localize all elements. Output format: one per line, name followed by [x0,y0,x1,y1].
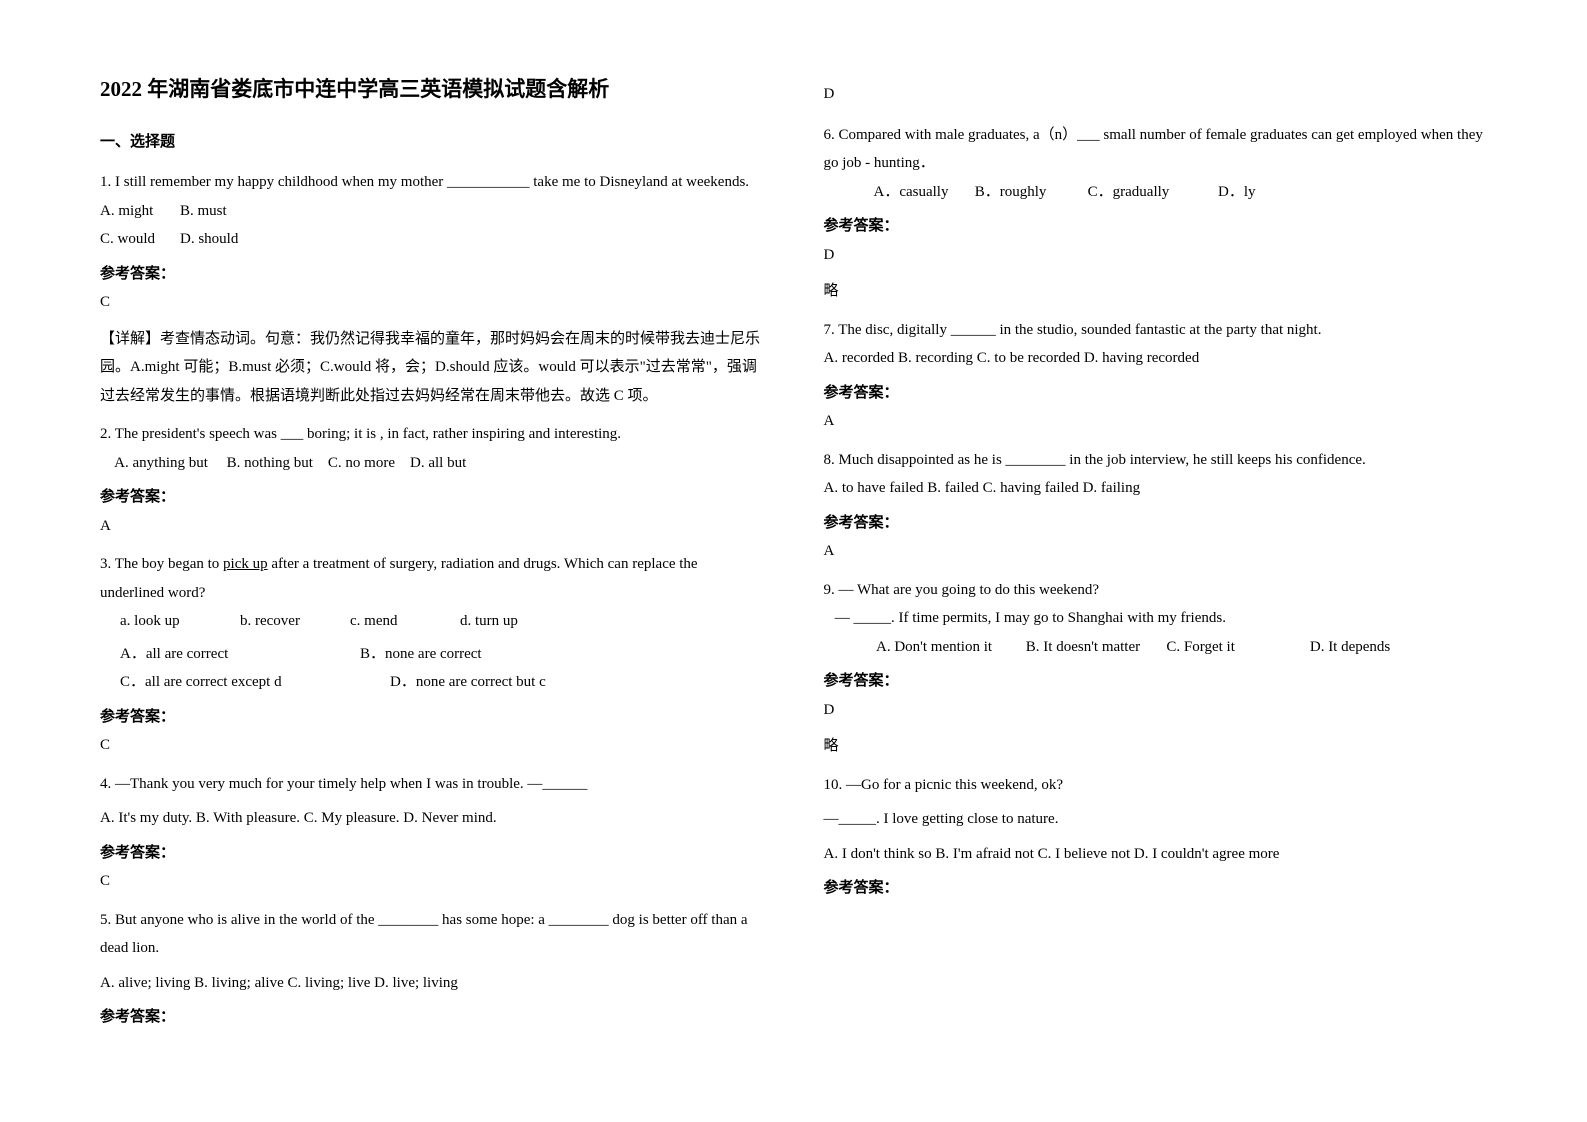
answer-label: 参考答案： [824,874,1488,903]
option-cc: C．all are correct except d [120,668,390,697]
question-2: 2. The president's speech was ___ boring… [100,420,764,540]
answer-label: 参考答案： [824,379,1488,408]
question-8: 8. Much disappointed as he is ________ i… [824,446,1488,566]
answer-label: 参考答案： [100,483,764,512]
answer-value: D [824,696,1488,725]
question-text: 7. The disc, digitally ______ in the stu… [824,316,1488,345]
answer-value: A [100,512,764,541]
option-d: d. turn up [460,607,518,636]
question-text: 1. I still remember my happy childhood w… [100,168,764,197]
answer-value: C [100,731,764,760]
note: 略 [824,277,1488,306]
answer-value: D [824,241,1488,270]
question-text: 4. —Thank you very much for your timely … [100,770,764,799]
answer-value: C [100,288,764,317]
question-10: 10. —Go for a picnic this weekend, ok? —… [824,771,1488,903]
option-a: a. look up [120,607,240,636]
options: A. anything but B. nothing but C. no mor… [100,449,764,478]
answer-value: A [824,407,1488,436]
answer-label: 参考答案： [100,839,764,868]
question-9: 9. — What are you going to do this weeke… [824,576,1488,761]
question-text2: — _____. If time permits, I may go to Sh… [824,604,1488,633]
option-d: D. should [180,225,238,254]
answer-value: A [824,537,1488,566]
option-aa: A．all are correct [120,640,360,669]
option-bb: B．none are correct [360,640,482,669]
answer-label: 参考答案： [100,703,764,732]
question-text: 6. Compared with male graduates, a（n）___… [824,121,1488,178]
question-text: 9. — What are you going to do this weeke… [824,576,1488,605]
question-7: 7. The disc, digitally ______ in the stu… [824,316,1488,436]
answer-value: C [100,867,764,896]
option-c: c. mend [350,607,460,636]
section-header: 一、选择题 [100,128,764,157]
question-text: 10. —Go for a picnic this weekend, ok? [824,771,1488,800]
option-b: B. must [180,197,227,226]
answer-label: 参考答案： [824,509,1488,538]
right-column: D 6. Compared with male graduates, a（n）_… [824,70,1488,1042]
option-c: C. would [100,225,180,254]
question-6: 6. Compared with male graduates, a（n）___… [824,121,1488,306]
question-3: 3. The boy began to pick up after a trea… [100,550,764,760]
question-1: 1. I still remember my happy childhood w… [100,168,764,410]
answer-value: D [824,80,1488,109]
question-text: 2. The president's speech was ___ boring… [100,420,764,449]
answer-label: 参考答案： [100,260,764,289]
explanation: 【详解】考查情态动词。句意：我仍然记得我幸福的童年，那时妈妈会在周末的时候带我去… [100,325,764,411]
options: A. recorded B. recording C. to be record… [824,344,1488,373]
question-text2: —_____. I love getting close to nature. [824,805,1488,834]
left-column: 2022 年湖南省娄底市中连中学高三英语模拟试题含解析 一、选择题 1. I s… [100,70,764,1042]
question-text: 5. But anyone who is alive in the world … [100,906,764,963]
note: 略 [824,732,1488,761]
page-title: 2022 年湖南省娄底市中连中学高三英语模拟试题含解析 [100,70,764,110]
option-a: A. might [100,197,180,226]
question-text: 8. Much disappointed as he is ________ i… [824,446,1488,475]
question-5: 5. But anyone who is alive in the world … [100,906,764,1032]
options: A. alive; living B. living; alive C. liv… [100,969,764,998]
question-4: 4. —Thank you very much for your timely … [100,770,764,896]
answer-label: 参考答案： [100,1003,764,1032]
option-b: b. recover [240,607,350,636]
option-dd: D．none are correct but c [390,668,546,697]
options: A．casually B．roughly C．gradually D．ly [824,178,1488,207]
question-text: 3. The boy began to pick up after a trea… [100,550,764,607]
options: A. to have failed B. failed C. having fa… [824,474,1488,503]
options: A. I don't think so B. I'm afraid not C.… [824,840,1488,869]
answer-label: 参考答案： [824,667,1488,696]
answer-label: 参考答案： [824,212,1488,241]
options: A. Don't mention it B. It doesn't matter… [824,633,1488,662]
options: A. It's my duty. B. With pleasure. C. My… [100,804,764,833]
